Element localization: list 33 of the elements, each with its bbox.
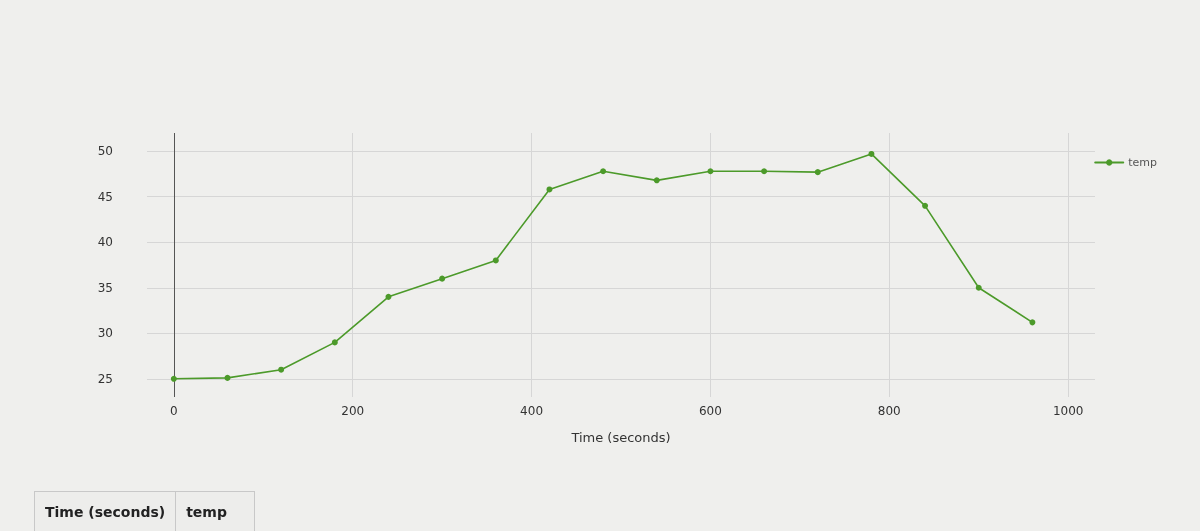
x-tick-label: 800 [877, 404, 901, 418]
y-tick-label: 30 [97, 326, 113, 341]
legend-label: temp [1128, 156, 1158, 169]
point [439, 275, 446, 282]
x-tick-label: 400 [520, 404, 544, 418]
point [922, 202, 929, 209]
point [331, 339, 338, 346]
point [868, 150, 875, 157]
text: temp [175, 492, 255, 531]
x-axis-title: Time (seconds) [570, 430, 671, 445]
point [653, 177, 660, 184]
point [492, 257, 499, 264]
y-tick-label: 40 [97, 235, 113, 250]
y-tick-label: 45 [97, 189, 113, 204]
point [224, 374, 231, 381]
point [761, 168, 768, 175]
x-tick-label: 600 [698, 404, 722, 418]
point [814, 169, 821, 176]
point [707, 168, 714, 175]
point [1029, 319, 1036, 326]
y-tick-label: 50 [97, 144, 113, 159]
x-tick-label: 200 [341, 404, 365, 418]
y-tick-label: 25 [97, 371, 113, 386]
point [546, 186, 553, 193]
y-tick-label: 35 [97, 280, 113, 295]
x-tick-label: 1000 [1052, 404, 1084, 418]
text: Time (seconds) [44, 503, 167, 522]
point [170, 375, 177, 382]
point [975, 284, 982, 291]
point [385, 293, 392, 300]
point [600, 168, 607, 175]
point [278, 366, 285, 373]
x-tick-label: 0 [170, 404, 178, 418]
